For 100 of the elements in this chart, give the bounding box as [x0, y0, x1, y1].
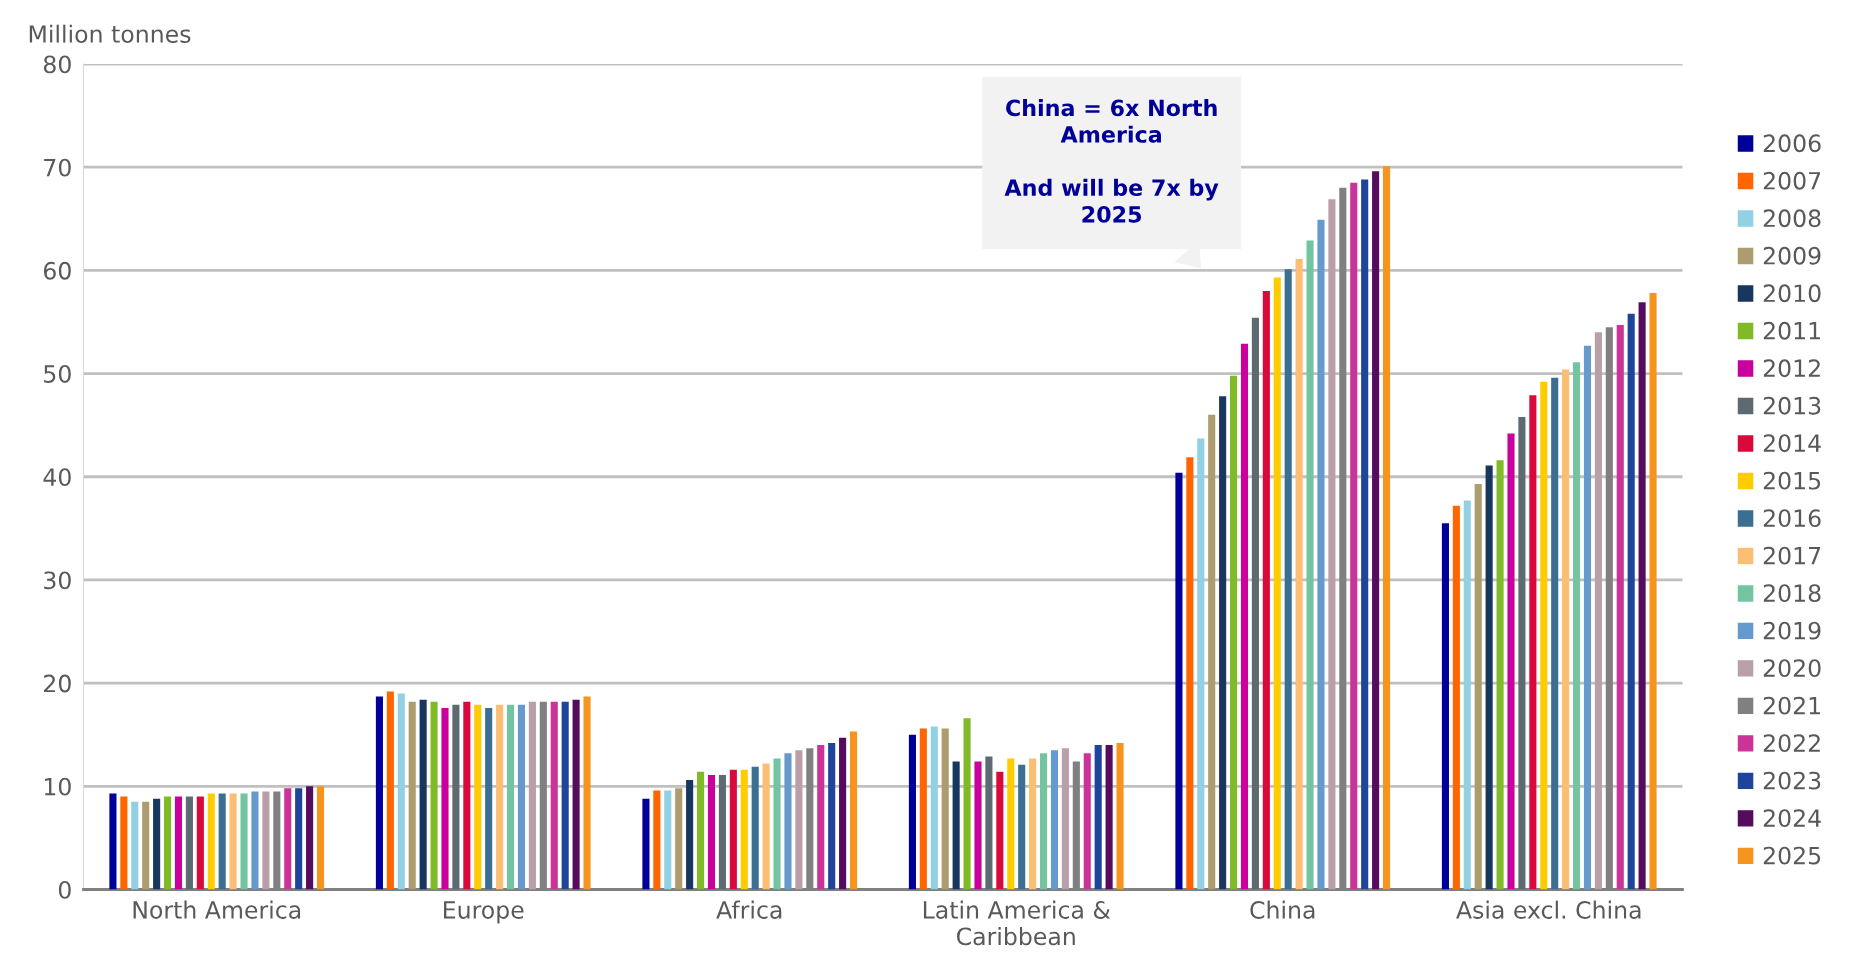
bar	[1040, 753, 1048, 890]
bar	[1262, 291, 1270, 890]
bar	[1186, 457, 1194, 890]
bar	[463, 701, 471, 890]
y-tick-label: 50	[44, 365, 71, 383]
legend-label: 2011	[1763, 321, 1820, 340]
bar	[240, 793, 248, 890]
bar	[941, 728, 949, 890]
bar	[773, 758, 781, 890]
bar	[316, 786, 325, 890]
x-tick-label: China	[1250, 900, 1315, 919]
bar	[496, 704, 504, 890]
bar	[295, 788, 303, 890]
bar	[1208, 414, 1216, 890]
bar	[795, 750, 803, 890]
bar	[1649, 293, 1657, 890]
bar	[1061, 748, 1069, 890]
bar	[1116, 742, 1124, 890]
bar	[1540, 381, 1548, 890]
legend-label: 2014	[1763, 434, 1821, 453]
bar	[408, 701, 416, 890]
bar	[1474, 483, 1482, 890]
bar	[653, 790, 661, 890]
bar	[1029, 758, 1037, 890]
bar	[697, 771, 705, 890]
bar	[506, 704, 515, 890]
legend-label: 2016	[1763, 509, 1821, 528]
bar	[985, 756, 993, 890]
legend-label: 2018	[1763, 584, 1821, 603]
bar	[218, 793, 226, 890]
bar	[561, 701, 569, 890]
bar	[251, 791, 259, 890]
bar	[164, 796, 172, 890]
bar	[1018, 764, 1026, 890]
bar	[386, 691, 394, 890]
bar	[528, 701, 536, 890]
bar	[1562, 369, 1570, 890]
y-tick-label: 10	[44, 777, 71, 796]
bar	[1105, 745, 1113, 890]
bar	[1372, 171, 1380, 890]
x-tick-label: North America	[133, 900, 301, 919]
x-tick-label: Latin America & Caribbean	[923, 900, 1111, 946]
bar	[642, 798, 650, 890]
bar	[441, 707, 449, 890]
bar	[1507, 433, 1515, 890]
bar	[1361, 179, 1369, 890]
bar	[817, 745, 825, 890]
bar	[686, 780, 694, 890]
bar	[452, 704, 460, 890]
bar	[718, 774, 726, 890]
bar	[1518, 416, 1526, 890]
bar	[397, 693, 405, 890]
bar	[908, 734, 916, 890]
legend-label: 2024	[1763, 809, 1821, 828]
y-axis-title: Million tonnes	[29, 24, 191, 43]
bar	[762, 763, 770, 890]
bar	[174, 796, 183, 890]
bar	[474, 704, 482, 890]
bar	[784, 753, 792, 890]
bar	[1573, 362, 1581, 890]
bar	[974, 761, 982, 890]
bar	[375, 696, 383, 890]
legend-label: 2025	[1763, 846, 1821, 865]
bar	[1240, 343, 1249, 890]
bar	[1452, 505, 1460, 890]
bar	[131, 801, 139, 890]
legend-label: 2022	[1763, 734, 1820, 753]
bar	[952, 761, 960, 890]
x-tick-label: Asia excl. China	[1456, 900, 1641, 919]
y-tick-label: 40	[43, 468, 71, 487]
bar	[1627, 313, 1635, 890]
bar	[1175, 472, 1183, 890]
bar	[1050, 750, 1059, 890]
bar	[1594, 332, 1602, 890]
bar	[1306, 240, 1314, 890]
text: China = 6x North America And will be 7x by 2025	[1004, 99, 1219, 223]
bar	[229, 793, 237, 890]
bar	[1529, 395, 1537, 890]
bar	[485, 707, 493, 890]
legend-label: 2013	[1763, 396, 1821, 415]
bar	[306, 786, 314, 890]
bar	[583, 696, 591, 890]
bar	[1094, 745, 1102, 890]
legend-label: 2020	[1763, 659, 1821, 678]
bar	[1350, 182, 1358, 890]
bar	[262, 791, 270, 890]
y-tick-label: 60	[43, 261, 71, 280]
bar	[1295, 259, 1303, 890]
bar	[1251, 317, 1259, 890]
bar	[572, 699, 580, 890]
bar	[930, 726, 938, 890]
bar	[1638, 302, 1646, 890]
bar	[828, 742, 836, 890]
bar	[1230, 375, 1238, 890]
bar	[849, 731, 858, 890]
bar	[550, 701, 558, 890]
bar	[153, 798, 161, 890]
bar	[120, 796, 128, 890]
bar	[142, 801, 150, 890]
bar	[1007, 758, 1015, 890]
